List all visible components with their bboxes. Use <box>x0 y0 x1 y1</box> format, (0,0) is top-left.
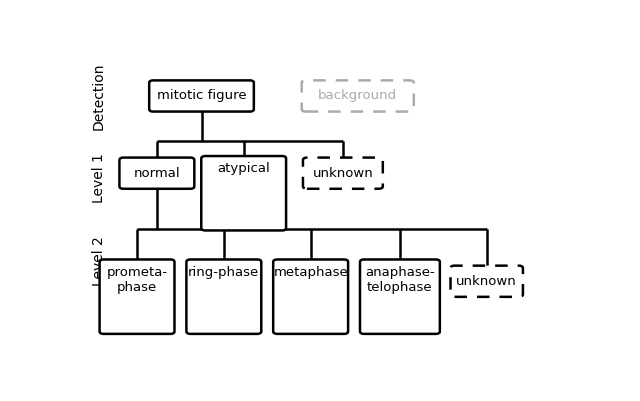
Text: ring-phase: ring-phase <box>188 265 259 279</box>
FancyBboxPatch shape <box>201 156 286 231</box>
Text: metaphase: metaphase <box>273 265 348 279</box>
FancyBboxPatch shape <box>301 80 414 111</box>
FancyBboxPatch shape <box>149 80 254 111</box>
FancyBboxPatch shape <box>100 259 175 334</box>
Text: mitotic figure: mitotic figure <box>157 89 246 103</box>
Text: unknown: unknown <box>456 275 517 288</box>
Text: unknown: unknown <box>312 167 373 180</box>
FancyBboxPatch shape <box>303 158 383 189</box>
FancyBboxPatch shape <box>120 158 195 189</box>
Text: normal: normal <box>134 167 180 180</box>
FancyBboxPatch shape <box>451 265 523 297</box>
Text: atypical: atypical <box>218 162 270 175</box>
FancyBboxPatch shape <box>360 259 440 334</box>
Text: anaphase-
telophase: anaphase- telophase <box>365 265 435 294</box>
Text: prometa-
phase: prometa- phase <box>106 265 168 294</box>
Text: background: background <box>318 89 397 103</box>
FancyBboxPatch shape <box>273 259 348 334</box>
FancyBboxPatch shape <box>186 259 261 334</box>
Text: Detection: Detection <box>92 62 106 130</box>
Text: Level 2: Level 2 <box>92 236 106 286</box>
Text: Level 1: Level 1 <box>92 153 106 203</box>
